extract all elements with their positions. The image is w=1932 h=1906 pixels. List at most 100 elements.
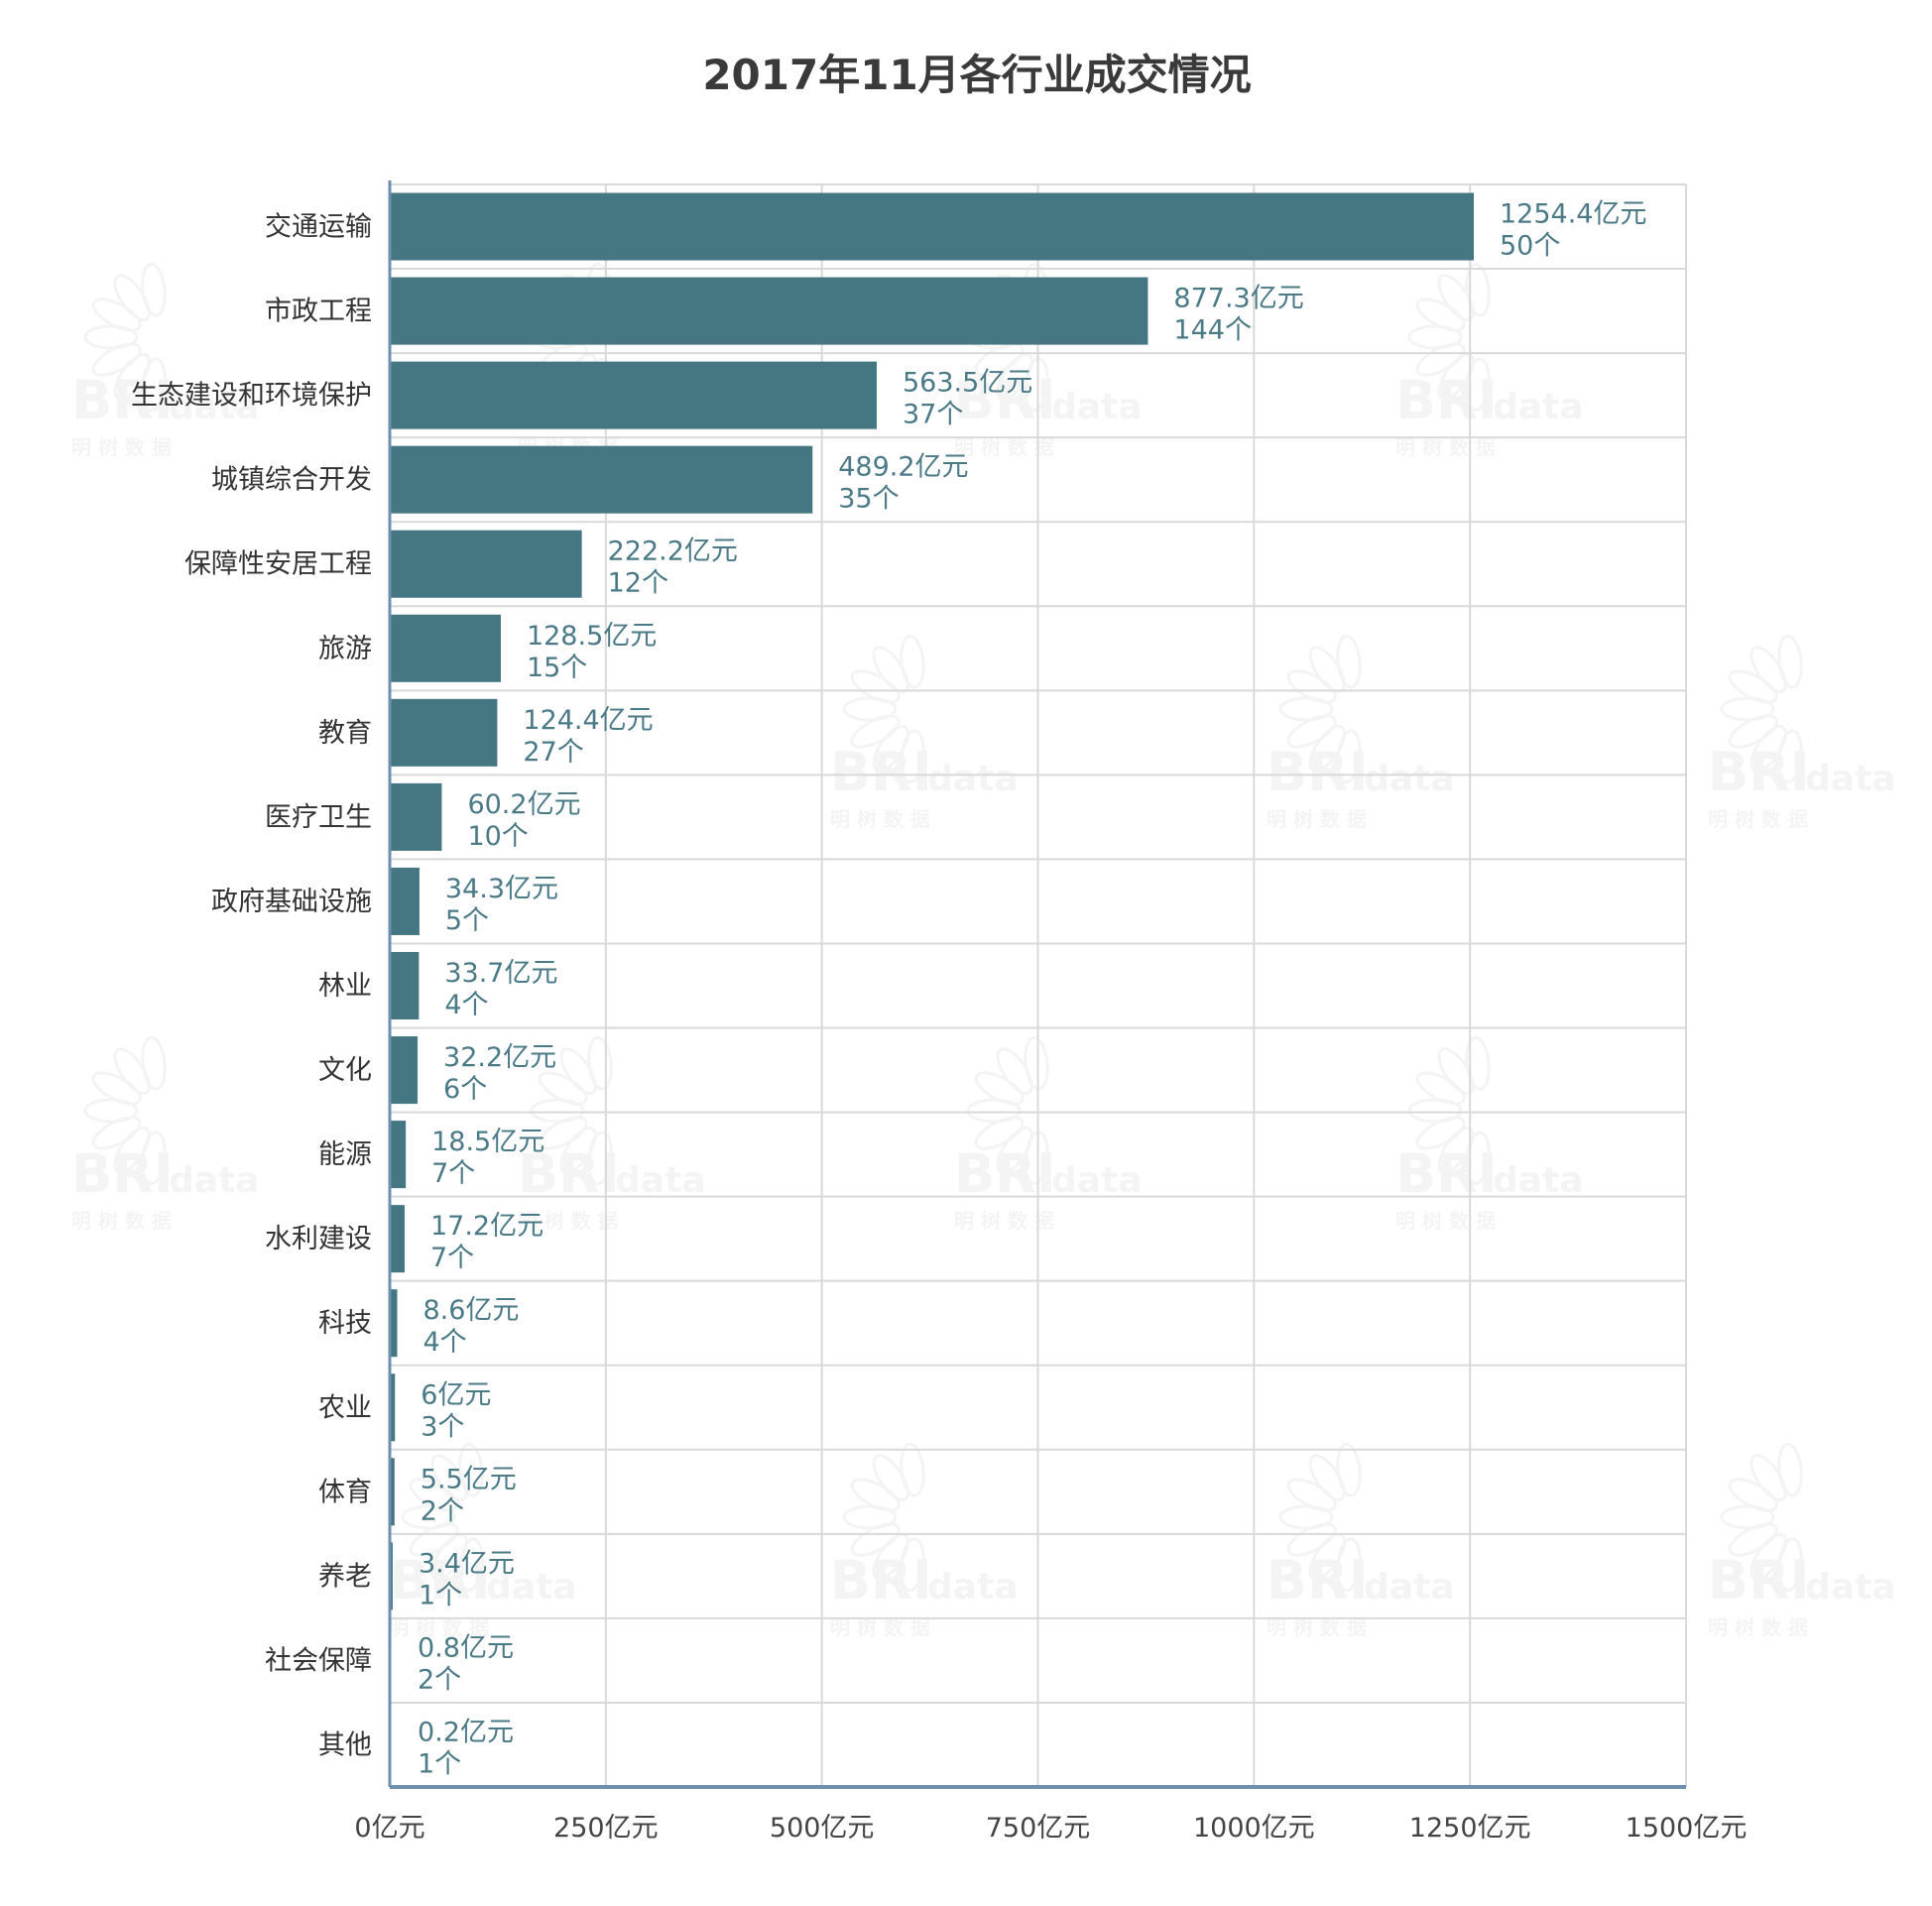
- watermark-subtitle: 明 树 数 据: [389, 1615, 489, 1639]
- count-label: 15个: [527, 653, 587, 683]
- watermark-brand: BRI: [1708, 1549, 1810, 1611]
- watermark-suffix: data: [1051, 387, 1143, 427]
- watermark-subtitle: 明 树 数 据: [71, 1209, 172, 1233]
- count-label: 6个: [443, 1074, 487, 1105]
- value-label: 3.4亿元: [419, 1548, 515, 1579]
- bar-5[interactable]: [390, 530, 582, 598]
- category-label: 林业: [318, 971, 372, 1002]
- watermark-subtitle: 明 树 数 据: [954, 435, 1054, 459]
- bar-15[interactable]: [390, 1373, 396, 1442]
- leaf-ornament-icon: [1278, 634, 1362, 784]
- category-label: 市政工程: [265, 297, 372, 327]
- category-label: 生态建设和环境保护: [131, 381, 372, 412]
- watermark-suffix: data: [1051, 1160, 1143, 1201]
- category-label: 社会保障: [265, 1645, 372, 1676]
- count-label: 12个: [608, 568, 668, 599]
- category-label: 科技: [318, 1308, 372, 1339]
- bar-16[interactable]: [390, 1458, 395, 1526]
- leaf-ornament-icon: [530, 1035, 613, 1186]
- value-label: 17.2亿元: [430, 1211, 543, 1242]
- value-label: 18.5亿元: [431, 1127, 544, 1157]
- leaf-ornament-icon: [966, 1035, 1049, 1186]
- leaf-ornament-icon: [83, 262, 167, 413]
- leaf-ornament-icon: [1278, 1442, 1362, 1593]
- count-label: 27个: [523, 737, 583, 768]
- leaf-ornament-icon: [401, 1442, 484, 1593]
- watermark-subtitle: 明 树 数 据: [1708, 807, 1808, 831]
- grid-layer: [390, 183, 1687, 1788]
- value-label: 563.5亿元: [903, 368, 1032, 399]
- watermark-brand: BRI: [954, 1142, 1056, 1205]
- watermark-brand: BRI: [518, 1142, 620, 1205]
- count-label: 2个: [421, 1495, 464, 1526]
- x-tick-label: 750亿元: [986, 1813, 1091, 1844]
- watermark-suffix: data: [1364, 1567, 1455, 1608]
- bar-6[interactable]: [390, 614, 501, 682]
- category-label: 城镇综合开发: [211, 465, 372, 496]
- axis-layer: 0亿元 250亿元 500亿元 750亿元 1000亿元 1250亿元 1500亿元: [354, 180, 1747, 1844]
- bar-4[interactable]: [390, 445, 813, 514]
- bar-14[interactable]: [390, 1289, 398, 1358]
- value-label: 33.7亿元: [444, 958, 557, 989]
- value-label: 8.6亿元: [423, 1295, 519, 1326]
- watermark-brand: BRI: [1267, 741, 1369, 803]
- watermark-brand: BRI: [830, 741, 932, 803]
- count-label: 35个: [838, 484, 899, 515]
- watermark-subtitle: 明 树 数 据: [1708, 1615, 1808, 1639]
- value-label: 489.2亿元: [838, 452, 968, 483]
- bar-8[interactable]: [390, 782, 442, 851]
- bar-11[interactable]: [390, 1036, 419, 1105]
- watermark-brand: BRI: [954, 369, 1056, 431]
- category-label: 养老: [318, 1561, 372, 1592]
- count-label: 4个: [444, 990, 488, 1020]
- count-label: 7个: [430, 1243, 474, 1273]
- bar-2[interactable]: [390, 277, 1148, 345]
- category-label: 教育: [318, 718, 372, 749]
- bar-1[interactable]: [390, 192, 1475, 261]
- watermark-subtitle: 明 树 数 据: [518, 1209, 618, 1233]
- bar-12[interactable]: [390, 1121, 407, 1189]
- category-label: 保障性安居工程: [184, 549, 372, 580]
- watermark-subtitle: 明 树 数 据: [1395, 435, 1496, 459]
- x-tick-label: 1250亿元: [1409, 1813, 1531, 1844]
- value-label: 877.3亿元: [1173, 284, 1303, 314]
- bar-13[interactable]: [390, 1205, 405, 1273]
- watermark-brand: BRI: [71, 1142, 174, 1205]
- category-label: 交通运输: [265, 212, 372, 243]
- watermark-brand: BRI: [830, 1549, 932, 1611]
- count-label: 5个: [445, 905, 489, 936]
- category-label: 农业: [318, 1392, 372, 1423]
- watermark-brand: BRI: [71, 369, 174, 431]
- count-label: 3个: [421, 1411, 464, 1442]
- count-label: 1个: [419, 1580, 462, 1610]
- bar-7[interactable]: [390, 698, 498, 767]
- value-label: 34.3亿元: [445, 874, 558, 904]
- bar-10[interactable]: [390, 951, 420, 1020]
- value-label: 1254.4亿元: [1500, 199, 1646, 230]
- bar-3[interactable]: [390, 361, 877, 429]
- value-label: 0.2亿元: [418, 1717, 514, 1747]
- watermark-subtitle: 明 树 数 据: [1267, 1615, 1367, 1639]
- bar-9[interactable]: [390, 867, 420, 935]
- x-tick-label: 1000亿元: [1193, 1813, 1315, 1844]
- bars-layer: [390, 192, 1475, 1779]
- category-label: 文化: [318, 1055, 372, 1086]
- count-label: 4个: [423, 1327, 466, 1358]
- count-label: 144个: [1173, 315, 1252, 346]
- watermark-suffix: data: [1364, 759, 1455, 799]
- count-label: 37个: [903, 400, 963, 430]
- x-tick-label: 500亿元: [770, 1813, 875, 1844]
- watermark-subtitle: 明 树 数 据: [1267, 807, 1367, 831]
